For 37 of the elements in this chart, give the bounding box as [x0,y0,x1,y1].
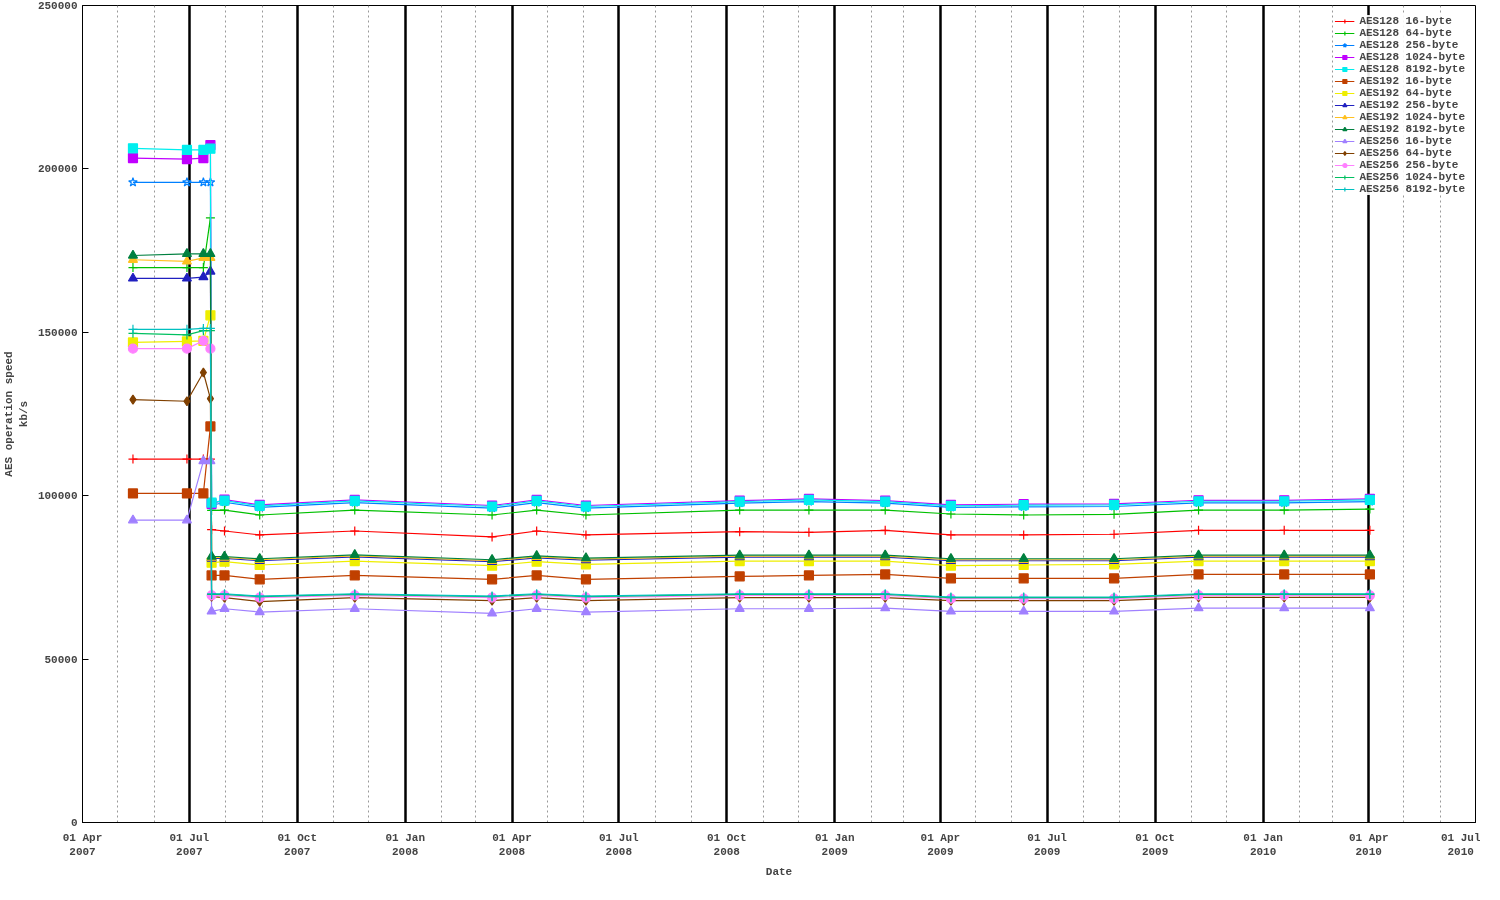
y-axis-title: AES operation speed kb/s [3,351,30,477]
x-tick-label: 01 Jul 2010 [1440,831,1481,858]
legend-label: AES128 64-byte [1359,27,1452,39]
legend-label: AES128 1024-byte [1359,51,1465,63]
legend-label: AES256 1024-byte [1359,171,1465,183]
x-axis-title: Date [765,865,793,878]
y-tick-label: 150000 [37,326,78,339]
legend-label: AES128 256-byte [1359,39,1459,51]
legend-label: AES192 8192-byte [1359,123,1465,135]
x-tick-label: 01 Apr 2007 [62,831,103,858]
x-tick-label: 01 Jul 2007 [169,831,210,858]
x-tick-label: 01 Jan 2008 [385,831,426,858]
x-tick-label: 01 Apr 2008 [492,831,532,858]
y-tick-label: 100000 [37,490,78,503]
y-tick-label: 50000 [44,653,78,666]
legend-label: AES256 16-byte [1359,135,1452,147]
x-tick-label: 01 Oct 2009 [1135,831,1175,858]
legend-label: AES192 64-byte [1359,87,1452,99]
y-tick-label: 0 [70,817,78,829]
legend-label: AES192 256-byte [1359,99,1459,111]
y-tick-label: 250000 [37,0,78,12]
legend-label: AES128 16-byte [1359,15,1452,27]
x-tick-label: 01 Oct 2007 [277,831,318,858]
x-tick-label: 01 Oct 2008 [706,831,747,858]
x-tick-label: 01 Jan 2010 [1243,831,1283,858]
legend-label: AES256 8192-byte [1359,183,1465,195]
legend-label: AES192 1024-byte [1359,111,1465,123]
x-tick-label: 01 Jul 2009 [1027,831,1068,858]
x-tick-label: 01 Apr 2010 [1348,831,1389,858]
x-tick-label: 01 Jul 2008 [599,831,640,858]
y-tick-label: 200000 [37,163,78,176]
legend-label: AES256 256-byte [1359,159,1459,171]
legend-label: AES128 8192-byte [1359,63,1465,75]
legend-label: AES192 16-byte [1359,75,1452,87]
x-tick-label: 01 Jan 2009 [814,831,855,858]
legend-label: AES256 64-byte [1359,147,1452,159]
x-tick-label: 01 Apr 2009 [920,831,961,858]
